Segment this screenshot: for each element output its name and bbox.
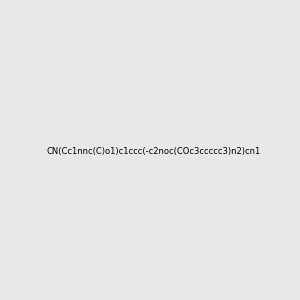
Text: CN(Cc1nnc(C)o1)c1ccc(-c2noc(COc3ccccc3)n2)cn1: CN(Cc1nnc(C)o1)c1ccc(-c2noc(COc3ccccc3)n… (46, 147, 261, 156)
